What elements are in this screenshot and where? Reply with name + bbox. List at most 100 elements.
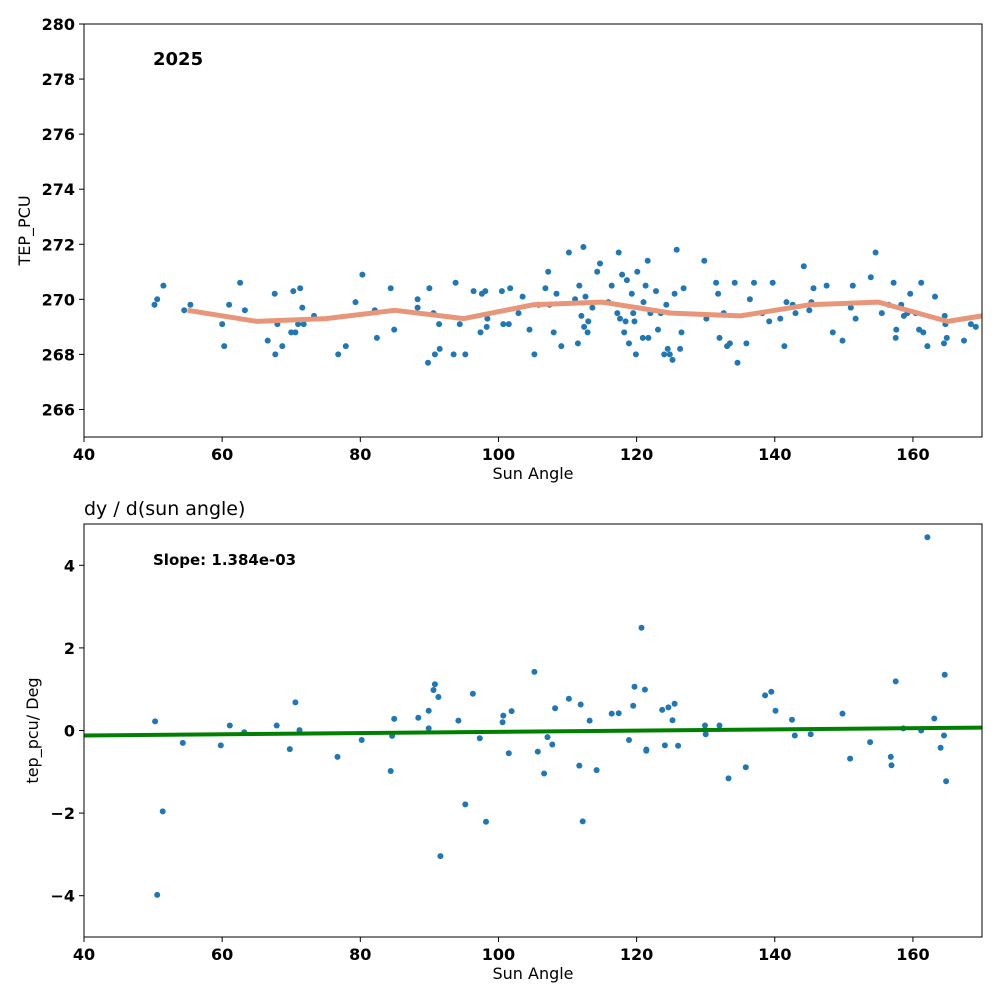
data-point (585, 318, 592, 325)
data-point (931, 715, 938, 722)
y-tick-label: 276 (42, 125, 75, 144)
data-point (632, 351, 639, 358)
data-point (578, 312, 585, 319)
data-point (435, 694, 442, 700)
data-point (565, 695, 572, 702)
data-point (545, 268, 552, 275)
data-point (849, 282, 856, 289)
data-point (920, 329, 927, 336)
data-point (623, 277, 630, 284)
data-point (431, 681, 438, 688)
data-point (552, 705, 559, 712)
data-point (219, 321, 226, 328)
data-point (292, 699, 299, 706)
data-point (839, 710, 846, 717)
data-point (477, 329, 484, 336)
data-point (622, 318, 629, 325)
data-point (387, 285, 394, 292)
data-point (772, 707, 779, 714)
data-point (226, 722, 233, 729)
data-point (789, 716, 795, 723)
data-point (352, 299, 359, 306)
data-point (576, 762, 583, 769)
data-point (937, 744, 944, 751)
data-point (359, 271, 366, 278)
data-point (549, 741, 556, 748)
data-point (941, 312, 948, 319)
data-point (500, 712, 507, 719)
data-point (792, 310, 799, 317)
top-data-marks (151, 244, 983, 366)
data-point (641, 686, 648, 693)
y-tick-label: −2 (50, 804, 75, 823)
data-point (160, 282, 167, 289)
data-point (452, 279, 459, 286)
data-point (574, 340, 581, 347)
data-point (675, 742, 682, 749)
data-point (643, 747, 650, 754)
data-point (702, 731, 709, 738)
x-tick-label: 60 (211, 945, 233, 964)
data-point (852, 315, 859, 322)
data-point (526, 326, 533, 333)
data-point (273, 722, 280, 729)
x-tick-label: 160 (896, 945, 929, 964)
data-point (867, 274, 874, 281)
data-point (290, 288, 297, 295)
data-point (644, 257, 651, 264)
data-point (716, 722, 723, 729)
data-point (553, 290, 560, 297)
data-point (734, 359, 741, 366)
data-point (806, 307, 813, 314)
data-point (272, 351, 279, 358)
data-point (631, 683, 638, 690)
data-point (810, 285, 817, 292)
top-x-axis-label: Sun Angle (492, 464, 573, 483)
data-point (154, 296, 161, 303)
data-point (665, 704, 672, 711)
data-point (702, 722, 708, 729)
data-point (640, 299, 647, 306)
data-point (941, 671, 948, 678)
data-point (456, 321, 463, 328)
data-point (608, 282, 615, 289)
data-point (918, 279, 925, 286)
y-tick-label: 272 (42, 235, 75, 254)
data-point (630, 310, 637, 317)
data-point (887, 753, 894, 760)
data-point (358, 737, 365, 743)
data-point (701, 257, 708, 264)
data-point (890, 279, 897, 286)
data-point (967, 321, 974, 328)
bottom-panel: 40 60 80 100 120 140 160 −4 −2 0 2 4 dy / d(sun ang… (23, 498, 983, 983)
data-point (659, 706, 666, 713)
data-point (791, 732, 798, 739)
data-point (483, 323, 490, 330)
data-point (425, 707, 432, 714)
x-tick-label: 120 (620, 945, 653, 964)
data-point (628, 290, 635, 297)
x-tick-label: 160 (896, 445, 929, 464)
data-point (508, 708, 515, 715)
data-point (807, 731, 814, 738)
top-y-axis-label: TEP_PCU (15, 195, 35, 266)
data-point (893, 326, 900, 333)
data-point (746, 296, 753, 303)
data-point (639, 334, 646, 341)
data-point (669, 356, 676, 363)
data-point (924, 534, 931, 541)
data-point (594, 268, 601, 275)
data-point (450, 351, 457, 358)
data-point (653, 288, 659, 295)
data-point (300, 321, 307, 328)
data-point (436, 345, 443, 352)
data-point (415, 714, 422, 721)
x-tick-label: 140 (758, 945, 791, 964)
data-point (586, 717, 593, 724)
data-point (716, 334, 723, 341)
data-point (286, 746, 293, 753)
data-point (577, 701, 584, 708)
data-point (431, 351, 438, 358)
data-point (470, 288, 477, 295)
